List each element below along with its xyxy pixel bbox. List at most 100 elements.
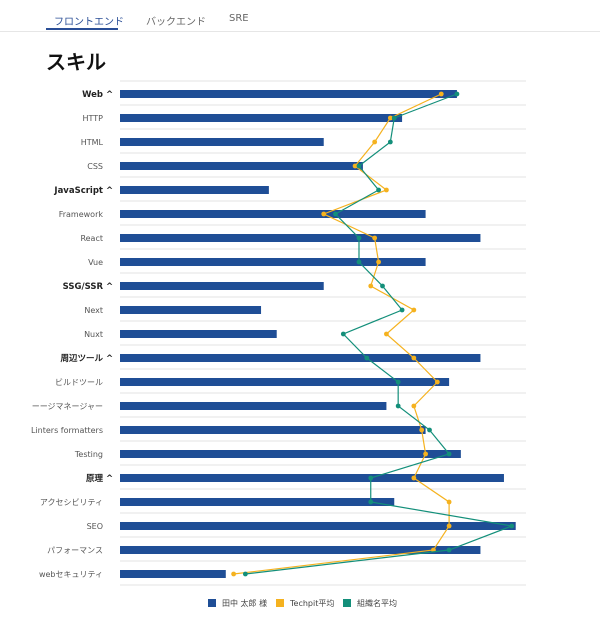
tab-bar: フロントエンド バックエンド SRE — [0, 0, 600, 32]
techpit-avg-point — [419, 427, 425, 433]
legend-swatch-techpit — [276, 599, 284, 607]
legend-label-bar: 田中 太郎 様 — [222, 599, 268, 608]
legend-swatch-bar — [208, 599, 216, 607]
bar — [120, 450, 461, 458]
org-avg-point — [333, 211, 338, 217]
row-label: Linters formatters — [31, 426, 103, 435]
org-avg-point — [368, 475, 374, 481]
bar — [120, 426, 426, 434]
row-label: Testing — [74, 450, 103, 459]
techpit-avg-point — [352, 163, 358, 169]
group-label: SSG/SSR — [63, 282, 104, 292]
org-avg-point — [368, 499, 374, 505]
org-avg-point — [364, 355, 370, 361]
bar — [120, 234, 481, 242]
techpit-avg-point — [231, 571, 237, 577]
row-label: Vue — [88, 258, 103, 267]
techpit-avg-point — [368, 283, 374, 289]
row-label: webセキュリティ — [39, 570, 103, 579]
bar — [120, 330, 277, 338]
legend-label-techpit: Techpit平均 — [290, 599, 335, 608]
group-label: Web — [82, 90, 103, 100]
techpit-avg-point — [411, 475, 417, 481]
techpit-avg-point — [411, 403, 417, 409]
chevron-up-icon: ^ — [106, 90, 113, 100]
row-label: Nuxt — [84, 330, 103, 339]
bar — [120, 522, 516, 530]
techpit-avg-point — [411, 355, 417, 361]
bar — [120, 282, 324, 290]
bar — [120, 546, 481, 554]
row-label: Next — [84, 306, 103, 315]
bar — [120, 186, 269, 194]
techpit-avg-point — [387, 115, 393, 121]
row-label: CSS — [87, 162, 103, 171]
techpit-avg-point — [446, 523, 452, 529]
row-label: React — [80, 234, 103, 243]
techpit-avg-point — [384, 331, 389, 337]
chevron-up-icon: ^ — [106, 354, 113, 364]
org-avg-point — [380, 283, 385, 289]
row-label: HTTP — [83, 114, 104, 123]
org-avg-point — [242, 571, 248, 577]
row-label: アクセシビリティ — [40, 498, 103, 507]
techpit-avg-point — [423, 451, 428, 457]
org-avg-point — [454, 91, 460, 97]
row-label: SEO — [87, 522, 103, 531]
page-title: スキル — [46, 50, 106, 74]
techpit-avg-point — [434, 379, 440, 385]
org-avg-point — [356, 235, 362, 241]
org-avg-point — [376, 187, 381, 193]
row-label: ーージマネージャー — [32, 402, 103, 411]
legend-swatch-org — [343, 599, 351, 607]
bar — [120, 402, 387, 410]
org-avg-point — [427, 427, 432, 433]
legend-label-org: 組織名平均 — [357, 599, 397, 608]
tab-backend[interactable]: バックエンド — [146, 17, 206, 28]
legend-item-org: 組織名平均 — [343, 598, 397, 609]
org-avg-point — [391, 115, 397, 121]
row-label: Framework — [59, 210, 104, 219]
legend-item-techpit: Techpit平均 — [276, 598, 334, 609]
bar — [120, 138, 324, 146]
bar — [120, 354, 481, 362]
bar — [120, 210, 426, 218]
bar — [120, 162, 363, 170]
bar — [120, 258, 426, 266]
bar — [120, 114, 403, 122]
row-label: パフォーマンス — [47, 546, 103, 555]
bar — [120, 90, 457, 98]
org-avg-point — [356, 163, 362, 169]
techpit-avg-point — [372, 139, 378, 145]
org-avg-point — [356, 259, 362, 265]
org-avg-point — [446, 451, 452, 457]
bar — [120, 498, 395, 506]
bar — [120, 570, 226, 578]
row-label: ビルドツール — [55, 378, 103, 387]
group-label: JavaScript — [53, 186, 103, 196]
techpit-avg-point — [372, 235, 378, 241]
techpit-avg-point — [446, 499, 452, 505]
techpit-avg-point — [438, 91, 444, 97]
org-avg-point — [399, 307, 405, 313]
org-avg-point — [395, 379, 401, 385]
active-tab-indicator — [46, 28, 118, 30]
legend-item-bar: 田中 太郎 様 — [208, 598, 267, 609]
group-label: 周辺ツール — [60, 353, 103, 364]
techpit-avg-point — [384, 187, 389, 193]
chevron-up-icon: ^ — [106, 186, 113, 196]
chevron-up-icon: ^ — [106, 474, 113, 484]
techpit-avg-point — [411, 307, 417, 313]
bar — [120, 378, 450, 386]
techpit-avg-point — [321, 211, 327, 217]
tab-sre[interactable]: SRE — [229, 13, 249, 24]
techpit-avg-point — [376, 259, 381, 265]
group-label: 原理 — [86, 473, 104, 484]
tab-frontend[interactable]: フロントエンド — [54, 17, 124, 28]
org-avg-point — [340, 331, 346, 337]
org-avg-point — [395, 403, 401, 409]
bar — [120, 306, 262, 314]
row-label: HTML — [81, 138, 104, 147]
org-avg-point — [446, 547, 452, 553]
